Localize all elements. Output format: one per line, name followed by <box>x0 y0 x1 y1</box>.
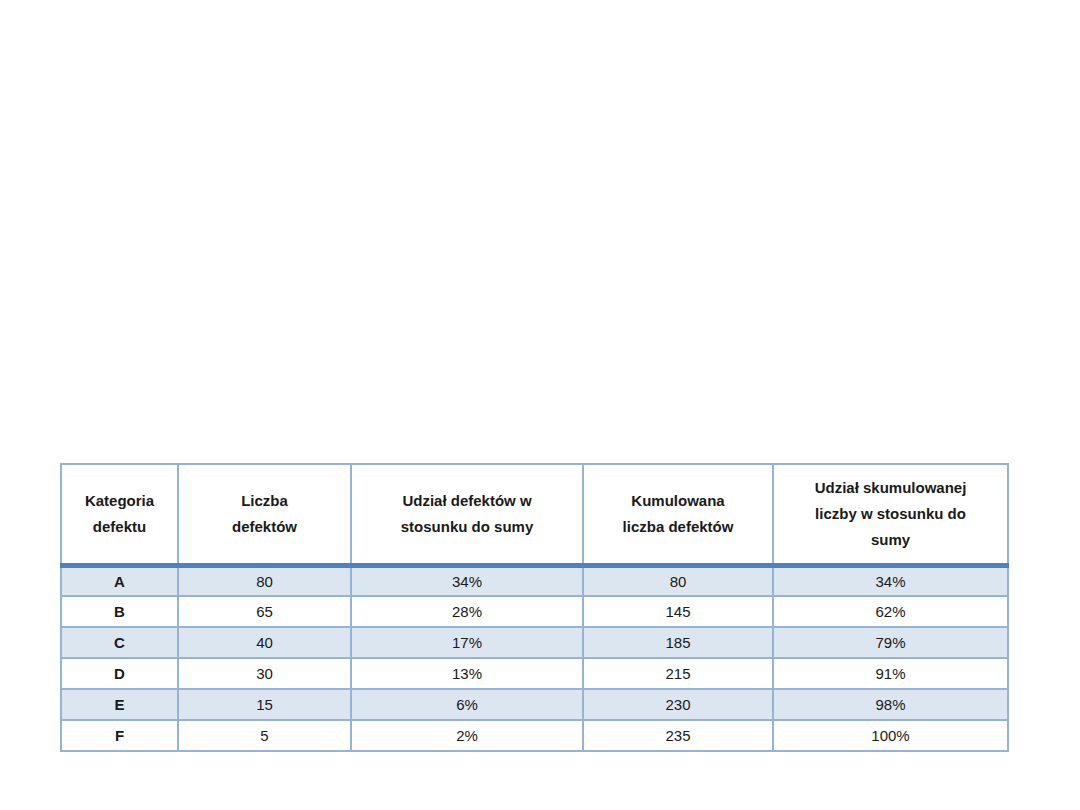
cell-cumulative-share: 91% <box>773 658 1008 689</box>
cell-cumulative-share: 34% <box>773 565 1008 596</box>
header-defect-count: Liczba defektów <box>178 464 351 565</box>
cell-cumulative-count: 185 <box>583 627 773 658</box>
cell-defect-count: 30 <box>178 658 351 689</box>
cell-cumulative-count: 215 <box>583 658 773 689</box>
cell-cumulative-share: 100% <box>773 720 1008 751</box>
cell-defect-count: 80 <box>178 565 351 596</box>
table-row: F 5 2% 235 100% <box>61 720 1008 751</box>
table-header-row: Kategoria defektu Liczba defektów Udział… <box>61 464 1008 565</box>
cell-cumulative-count: 145 <box>583 596 773 627</box>
cell-defect-share: 17% <box>351 627 583 658</box>
cell-category: F <box>61 720 178 751</box>
cell-defect-count: 40 <box>178 627 351 658</box>
table-row: E 15 6% 230 98% <box>61 689 1008 720</box>
cell-defect-count: 65 <box>178 596 351 627</box>
cell-defect-share: 2% <box>351 720 583 751</box>
table-row: B 65 28% 145 62% <box>61 596 1008 627</box>
defect-pareto-table: Kategoria defektu Liczba defektów Udział… <box>60 463 1009 752</box>
cell-defect-share: 34% <box>351 565 583 596</box>
document-page: Kategoria defektu Liczba defektów Udział… <box>0 0 1080 810</box>
cell-category: E <box>61 689 178 720</box>
cell-cumulative-count: 235 <box>583 720 773 751</box>
header-defect-share: Udział defektów w stosunku do sumy <box>351 464 583 565</box>
cell-defect-count: 5 <box>178 720 351 751</box>
cell-cumulative-count: 230 <box>583 689 773 720</box>
cell-category: C <box>61 627 178 658</box>
table-row: A 80 34% 80 34% <box>61 565 1008 596</box>
cell-category: A <box>61 565 178 596</box>
table-row: D 30 13% 215 91% <box>61 658 1008 689</box>
cell-defect-share: 28% <box>351 596 583 627</box>
cell-cumulative-share: 62% <box>773 596 1008 627</box>
cell-cumulative-share: 98% <box>773 689 1008 720</box>
cell-defect-count: 15 <box>178 689 351 720</box>
cell-category: D <box>61 658 178 689</box>
cell-defect-share: 13% <box>351 658 583 689</box>
cell-defect-share: 6% <box>351 689 583 720</box>
header-cumulative-count: Kumulowana liczba defektów <box>583 464 773 565</box>
header-category: Kategoria defektu <box>61 464 178 565</box>
cell-cumulative-count: 80 <box>583 565 773 596</box>
cell-cumulative-share: 79% <box>773 627 1008 658</box>
table-row: C 40 17% 185 79% <box>61 627 1008 658</box>
cell-category: B <box>61 596 178 627</box>
header-cumulative-share: Udział skumulowanej liczby w stosunku do… <box>773 464 1008 565</box>
